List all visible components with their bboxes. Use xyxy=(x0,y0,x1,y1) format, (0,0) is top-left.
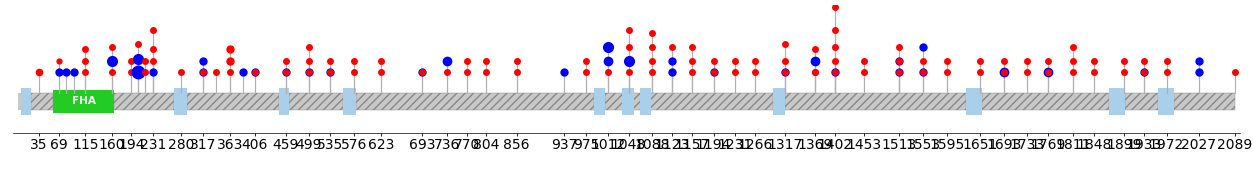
Bar xyxy=(605,93,773,110)
Bar xyxy=(1125,93,1158,110)
Bar xyxy=(982,93,1109,110)
Bar xyxy=(356,93,594,110)
Bar xyxy=(773,88,784,115)
Bar xyxy=(174,88,187,115)
Bar xyxy=(289,93,343,110)
Bar xyxy=(114,93,174,110)
Bar xyxy=(278,88,289,115)
Bar xyxy=(54,90,114,113)
Bar xyxy=(19,93,1234,110)
Bar xyxy=(639,88,652,115)
Bar xyxy=(1174,93,1234,110)
Bar xyxy=(21,88,31,115)
Bar xyxy=(623,88,634,115)
Bar xyxy=(343,88,356,115)
Bar xyxy=(594,88,605,115)
Bar xyxy=(187,93,278,110)
Bar xyxy=(784,93,966,110)
Bar xyxy=(31,93,54,110)
Bar xyxy=(1109,88,1125,115)
Bar xyxy=(1158,88,1174,115)
Text: FHA: FHA xyxy=(71,96,95,106)
Bar xyxy=(966,88,982,115)
